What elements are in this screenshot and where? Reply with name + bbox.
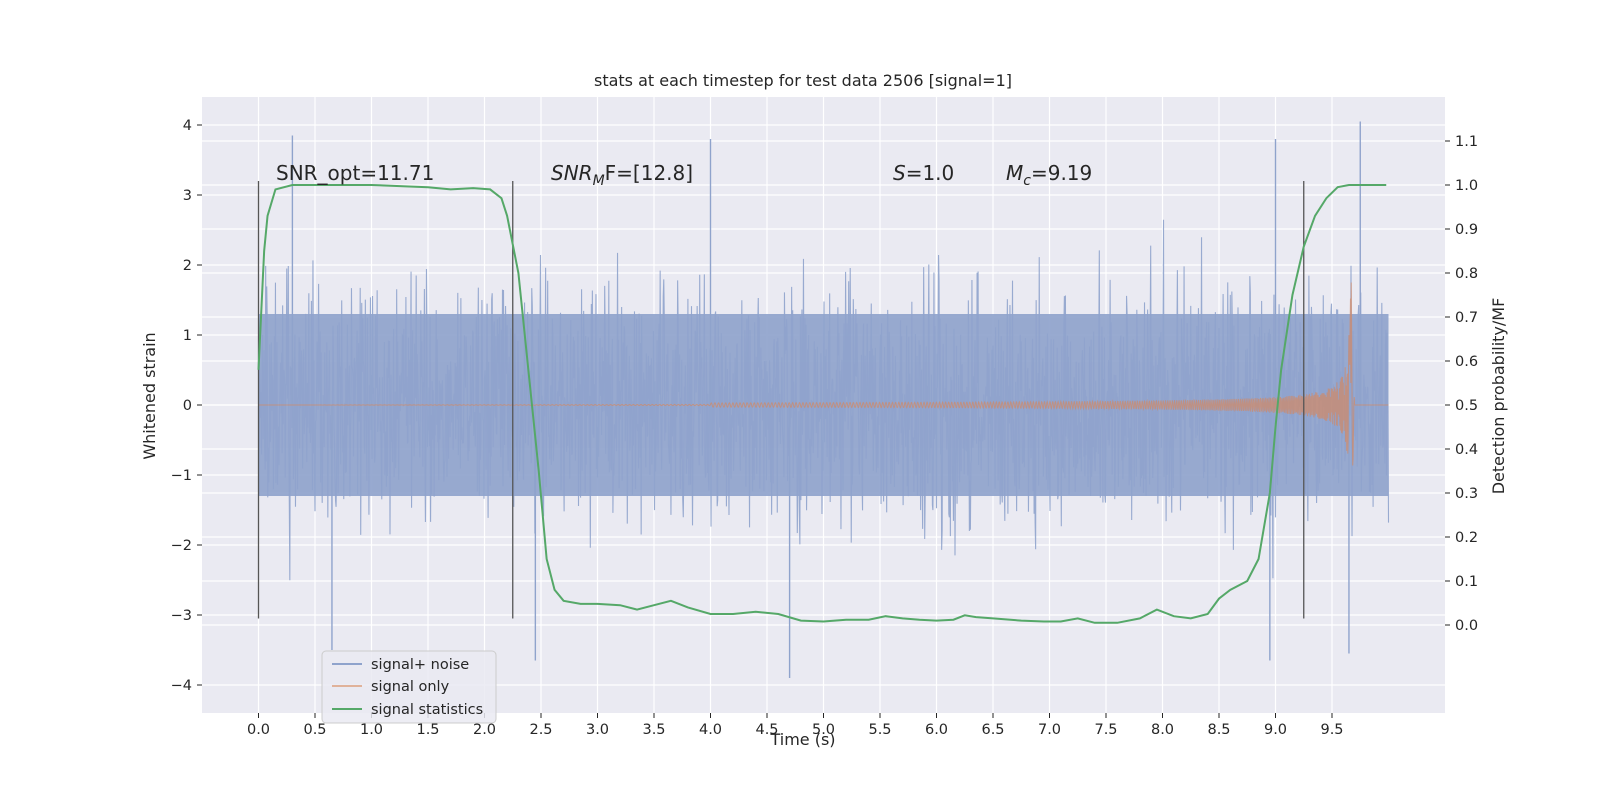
legend-stats-label: signal statistics: [371, 702, 483, 718]
legend: signal+ noise signal only signal statist…: [321, 650, 497, 724]
y-right-tick-layer: 0.0 0.1 0.2 0.3 0.4 0.5 0.6 0.7 0.8 0.9 1.0 1.1: [1445, 134, 1478, 634]
x-tick-label: 5.0: [812, 722, 835, 738]
signal-series-line: [258, 282, 1389, 466]
y-right-tick-label: 0.6: [1455, 354, 1478, 370]
x-tick-label: 3.0: [586, 722, 609, 738]
x-tick-label: 6.0: [925, 722, 948, 738]
y-tick-label: −2: [171, 538, 192, 554]
x-tick-label: 8.0: [1151, 722, 1174, 738]
y-right-tick-label: 0.0: [1455, 618, 1478, 634]
x-tick-label: 2.5: [529, 722, 552, 738]
mc-value: =9.19: [1031, 161, 1092, 185]
x-tick-label: 8.5: [1207, 722, 1230, 738]
x-axis-label: Time (s): [769, 730, 835, 749]
y-tick-layer: −4 −3 −2 −1 0 1 2 3 4: [171, 118, 202, 694]
s-annotation: S=1.0: [893, 161, 954, 185]
y-right-tick-label: 0.3: [1455, 486, 1478, 502]
snr-mf-value: F=[12.8]: [605, 161, 693, 185]
x-tick-label: 1.5: [416, 722, 439, 738]
y-right-tick-label: 0.1: [1455, 574, 1478, 590]
snr-mf-label: SNR: [551, 161, 593, 185]
mc-annotation: Mc=9.19: [1006, 161, 1092, 189]
y-right-tick-label: 1.1: [1455, 134, 1478, 150]
legend-noise-label: signal+ noise: [371, 657, 469, 673]
mc-label: M: [1006, 161, 1023, 185]
y-right-tick-label: 0.9: [1455, 222, 1478, 238]
s-label: S: [893, 161, 906, 185]
y-tick-label: 4: [183, 118, 192, 134]
x-tick-label: 9.5: [1320, 722, 1343, 738]
legend-signal-label: signal only: [371, 679, 450, 695]
x-tick-label: 2.0: [473, 722, 496, 738]
x-tick-label: 9.0: [1264, 722, 1287, 738]
x-tick-label: 6.5: [981, 722, 1004, 738]
y-right-tick-label: 1.0: [1455, 178, 1478, 194]
x-tick-label: 1.0: [360, 722, 383, 738]
x-tick-label: 7.5: [1094, 722, 1117, 738]
snr-mf-subscript: M: [593, 173, 605, 189]
x-tick-label: 7.0: [1038, 722, 1061, 738]
y-right-tick-label: 0.5: [1455, 398, 1478, 414]
y-tick-label: 0: [183, 398, 192, 414]
y-right-tick-label: 0.4: [1455, 442, 1478, 458]
y-axis-right-label: Detection probability/MF: [1489, 298, 1508, 495]
y-tick-label: 2: [183, 258, 192, 274]
x-tick-label: 4.5: [755, 722, 778, 738]
chart-title: stats at each timestep for test data 250…: [594, 71, 1012, 90]
stats-series-line: [257, 184, 1387, 624]
x-tick-label: 0.5: [303, 722, 326, 738]
y-tick-label: −1: [171, 468, 192, 484]
x-tick-label: 4.0: [699, 722, 722, 738]
s-value: =1.0: [906, 161, 955, 185]
snr-mf-annotation: SNRMF=[12.8]: [551, 161, 693, 189]
legend-frame: [321, 650, 497, 724]
y-right-tick-label: 0.2: [1455, 530, 1478, 546]
snr-opt-annotation: SNR_opt=11.71: [276, 161, 434, 185]
y-right-tick-label: 0.8: [1455, 266, 1478, 282]
y-right-tick-label: 0.7: [1455, 310, 1478, 326]
x-tick-label: 3.5: [642, 722, 665, 738]
x-tick-label: 5.5: [868, 722, 891, 738]
y-axis-label: Whitened strain: [140, 332, 159, 459]
y-tick-label: −4: [171, 678, 192, 694]
stats-series-layer: [257, 184, 1387, 624]
signal-series-layer: [258, 282, 1389, 466]
vline-layer: [257, 181, 1305, 619]
y-tick-label: −3: [171, 608, 192, 624]
x-tick-layer: 0.0 0.5 1.0 1.5 2.0 2.5 3.0 3.5 4.0 4.5 5.0 5.5 6.0 6…: [247, 713, 1344, 738]
y-tick-label: 3: [183, 188, 192, 204]
x-tick-label: 0.0: [247, 722, 270, 738]
mc-subscript: c: [1023, 173, 1031, 189]
y-tick-label: 1: [183, 328, 192, 344]
